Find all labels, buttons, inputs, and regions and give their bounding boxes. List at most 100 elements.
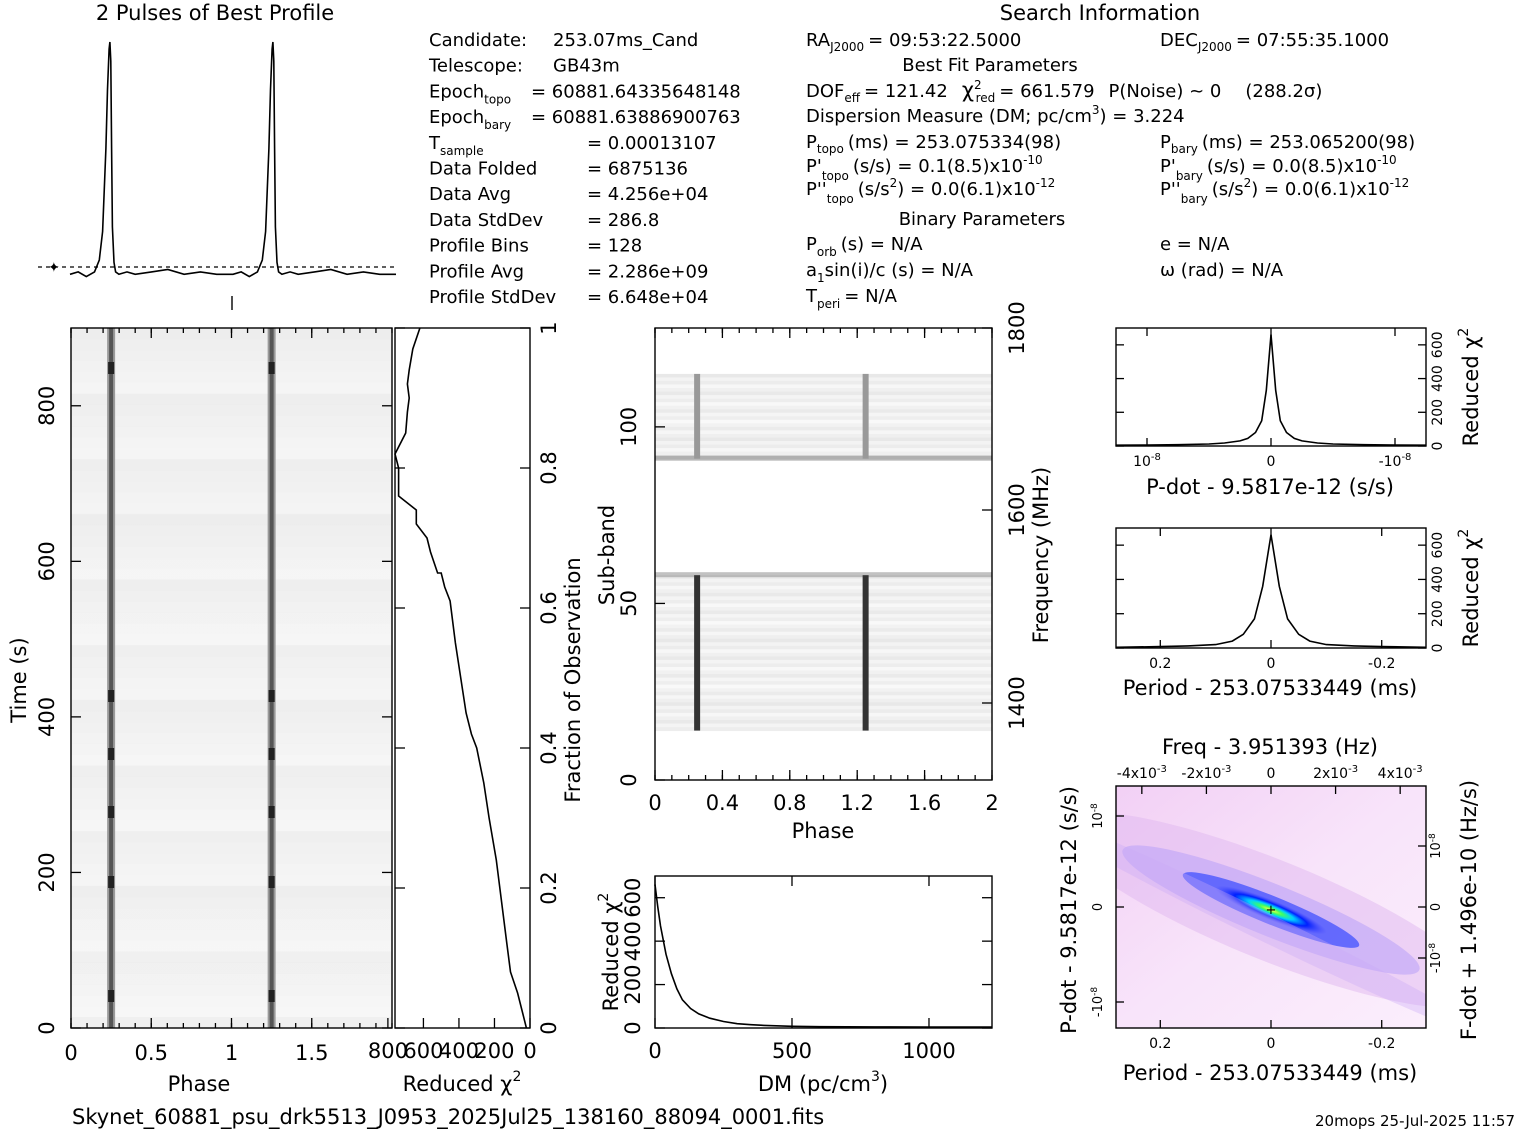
time-row [71,896,392,909]
p-pdot-peak [1215,885,1327,935]
subband-row [655,631,992,636]
p-pdot-secondary-band [1116,810,1426,1028]
pdot-chi2-plot: 10-8 0 -10-8 0 200 400 600 P-dot - 9.5817e-12 … [1115,327,1483,499]
time-row [71,601,392,613]
subband-pulse [862,373,869,459]
dm-ytick: 600 [621,878,645,918]
time-row [71,929,392,941]
info-left-value: = 0.00013107 [587,133,717,154]
time-row [71,809,392,821]
subband-row [655,582,992,587]
subband-row [655,716,992,721]
pulse-bright-segment [268,748,275,760]
pp-top-tick: 0 [1267,766,1276,782]
pulse-bright-segment [268,990,275,1002]
time-row [71,535,392,548]
subband-y2tick: 1600 [1005,483,1029,536]
pp-ytick: -10-8 [1090,987,1106,1017]
p-pdot-plane: + 0.2 0 -0.2 -4x10-3 -2x10-3 0 2x10-3 4x10-3 10-… [1057,735,1481,1085]
time-row [71,874,392,887]
p-pdot-xlabel: Period - 253.07533449 (ms) [1123,1061,1418,1085]
period-chi2-curve [1115,534,1427,649]
info-right-block: DECJ2000 = 07:55:35.1000 Pbary (ms) = 253.… [1160,30,1415,281]
subband-row [655,585,992,590]
time-row [71,765,392,777]
time-phase-ytick: 0 [35,1021,59,1034]
period-chi2-ticks: 0.2 0 -0.2 0 200 400 600 [1116,528,1446,672]
dm-chi2-frame [654,875,993,1029]
svg-text:P'topo(s/s) = 0.1(8.5)x10-10: P'topo (s/s) = 0.1(8.5)x10-10 [806,153,1043,183]
time-chi2-xtick: 200 [474,1039,514,1063]
time-row [71,492,392,504]
subband-xtick: 0.4 [706,791,739,815]
subband-y2tick: 1400 [1005,676,1029,729]
small-xtick: -0.2 [1368,656,1395,672]
subband-row [655,684,992,689]
subband-ytick: 0 [617,773,641,786]
subband-row-texture [655,373,992,732]
time-row [71,568,392,581]
time-row [71,787,392,799]
subband-row [655,412,992,417]
info-left-label: Telescope: [428,56,523,77]
info-left-label: Profile Bins [429,236,529,257]
time-row [71,962,392,974]
small-xtick: 10-8 [1133,452,1161,470]
subband-row [655,727,992,732]
small-ytick: 400 [1430,365,1446,392]
period-chi2-xlabel: Period - 253.07533449 (ms) [1123,676,1418,700]
dm-xtick: 500 [772,1039,812,1063]
time-row [71,732,392,745]
file-name: Skynet_60881_psu_drk5513_J0953_2025Jul25… [72,1105,824,1130]
time-chi2-xtick: 400 [439,1039,479,1063]
time-row [71,524,392,537]
time-row [71,557,392,570]
time-row [71,590,392,602]
period-chi2-frame [1115,527,1427,649]
time-row [71,459,392,471]
pp-top-tick: 2x10-3 [1313,764,1358,782]
time-row [71,776,392,788]
subband-row [655,709,992,714]
subband-row [655,691,992,696]
pulse-bright-segment [108,990,115,1002]
pulse-core [109,328,114,1028]
subband-xtick: 2 [985,791,998,815]
dm-chi2-xlabel: DM (pc/cm3) [758,1069,888,1096]
svg-text:Porb(s) = N/A: Porb (s) = N/A [806,234,923,259]
time-row [71,404,392,416]
svg-text:Tperi= N/A: Tperi = N/A [805,286,898,311]
time-row [71,754,392,766]
subband-row [655,659,992,664]
time-phase-row-texture [71,328,392,1029]
time-row [71,448,392,460]
subband-row [655,635,992,640]
info-left-value: = 4.256e+04 [587,184,708,205]
subband-row [655,578,992,583]
subband-row [655,674,992,679]
pdot-chi2-curve [1115,334,1427,446]
time-phase-ticks: 0 0.5 1 1.5 0 200 400 600 800 [35,328,393,1065]
svg-text:a1sin(i)/c (s) = N/A: a1sin(i)/c (s) = N/A [806,260,974,285]
time-row [71,710,392,723]
subband-row [655,621,992,626]
subband-row [655,705,992,710]
time-row [71,907,392,920]
info-left-value: = 6.648e+04 [587,287,708,308]
svg-text:P''bary(s/s2) = 0.0(6.1)x10-12: P''bary (s/s2) = 0.0(6.1)x10-12 [1160,176,1409,206]
dm-xtick: 0 [648,1039,661,1063]
subband-row [655,405,992,410]
pulse-bright-segment [108,690,115,702]
time-phase-ytick: 400 [35,697,59,737]
subband-row [655,652,992,657]
time-phase-xlabel: Phase [168,1072,231,1096]
time-chi2-ytick: 0.6 [537,591,561,624]
time-row [71,360,392,373]
period-chi2-ylabel: Reduced χ2 [1456,529,1483,648]
info-left-value: = 286.8 [587,210,659,231]
pdot-chi2-frame [1115,327,1427,447]
pulse-bright-segment [108,362,115,374]
subband-row [655,377,992,382]
